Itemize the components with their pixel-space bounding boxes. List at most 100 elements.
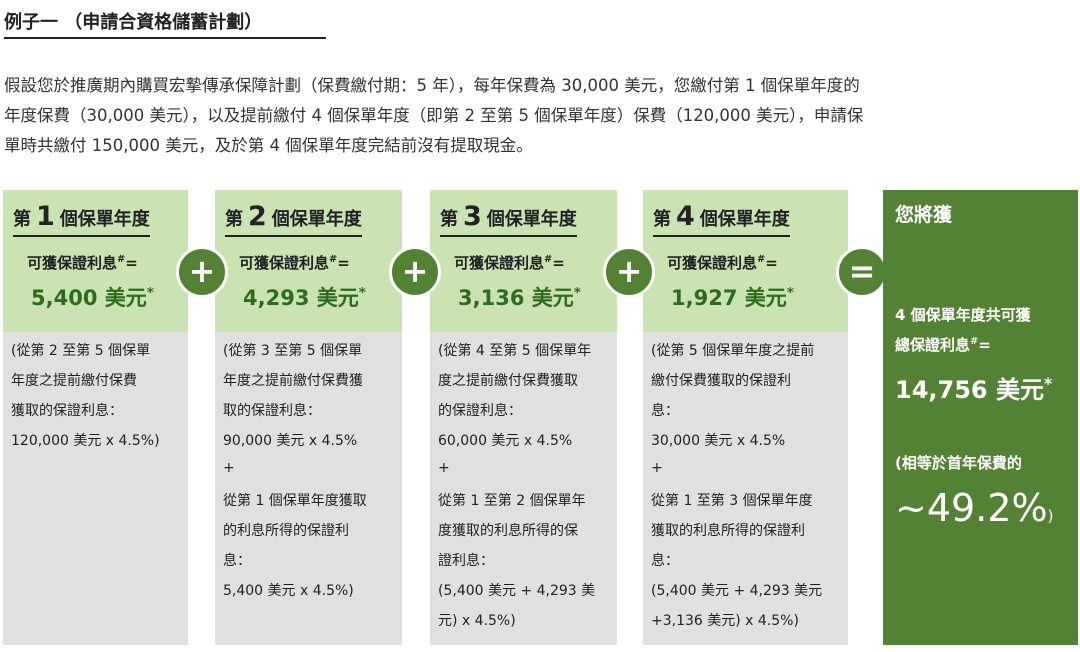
mark: # [757,254,766,265]
column-header: 第 2 個保單年度可獲保證利息#= 4,293 美元* [215,190,402,332]
detail-line: (從第 5 個保單年度之提前 [651,343,815,359]
detail-line: 息： [223,553,251,569]
mark: * [146,285,154,301]
amount: 1,927 美元* [671,282,794,312]
detail-line: 從第 1 個保單年度獲取 [223,493,367,509]
column-header: 第 1 個保單年度可獲保證利息#= 5,400 美元* [3,190,188,332]
result-percent: ~49.2%) [895,486,1053,530]
detail-line: 5,400 美元 x 4.5%) [223,583,354,599]
prefix: 第 [653,209,671,230]
mark: * [358,285,366,301]
mark: # [544,254,553,265]
detail-line: 度之提前繳付保費獲取 [438,373,578,389]
prefix: 第 [225,209,243,230]
year-number: 2 [248,201,267,232]
amount-value: 5,400 美元 [31,286,147,310]
column-header: 第 3 個保單年度可獲保證利息#= 3,136 美元* [430,190,617,332]
result-label: 總保證利息#= [895,334,991,355]
equals: = [765,254,778,272]
paragraph-line: 年度保費（30,000 美元），以及提前繳付 4 個保單年度（即第 2 至第 5… [4,106,864,125]
close: ) [1047,507,1054,525]
detail-line: 90,000 美元 x 4.5% [223,433,358,449]
operator: + [603,246,655,298]
detail-line: + [438,460,450,476]
year-column: 第 3 個保單年度可獲保證利息#= 3,136 美元* (從第 4 至第 5 個保單年度… [430,190,617,645]
percent: ~49.2% [895,486,1048,530]
interest-label: 可獲保證利息#= [454,252,565,273]
detail-line: 息： [651,553,679,569]
detail-line: (從第 3 至第 5 個保單 [223,343,363,359]
detail-line: 取的保證利息： [223,403,321,419]
title: 例子一 （申請合資格儲蓄計劃） [4,8,326,39]
detail-line: 從第 1 至第 3 個保單年度 [651,493,813,509]
amount: 3,136 美元* [458,282,581,312]
equals: = [552,254,565,272]
operator: + [176,246,228,298]
operator: = [836,246,888,298]
amount-value: 4,293 美元 [243,286,359,310]
detail-line: (從第 2 至第 5 個保單 [11,343,151,359]
interest-label: 可獲保證利息#= [27,252,138,273]
result-amount: 14,756 美元* [895,370,1052,405]
mark: * [786,285,794,301]
detail-line: +3,136 美元) x 4.5%) [651,613,799,629]
year-number: 3 [463,201,482,232]
detail-line: 年度之提前繳付保費獲 [223,373,363,389]
result-note: (相等於首年保費的 [895,454,1022,472]
year-number: 4 [676,201,695,232]
suffix: 個保單年度 [59,209,150,230]
year-label: 第 3 個保單年度 [440,202,577,237]
year-label: 第 1 個保單年度 [13,202,150,237]
label: 可獲保證利息 [239,254,330,272]
column-header: 第 4 個保單年度可獲保證利息#= 1,927 美元* [643,190,848,332]
year-column: 第 1 個保單年度可獲保證利息#= 5,400 美元* (從第 2 至第 5 個保單 年度… [3,190,188,645]
detail-line: (從第 4 至第 5 個保單年 [438,343,592,359]
equals: = [337,254,350,272]
year-column: 第 4 個保單年度 可獲保證利息#= 1,927 美元* (從第 5 個保單年度之提前 繳付… [643,190,848,645]
detail-line: (5,400 美元 + 4,293 美元 [651,583,823,599]
detail-line: 獲取的利息所得的保證利 [651,523,805,539]
detail-line: 獲取的保證利息： [11,403,123,419]
detail-line: 年度之提前繳付保費 [11,373,137,389]
prefix: 第 [440,209,458,230]
mark: # [970,336,979,347]
year-label: 第 4 個保單年度 [653,202,790,237]
operator: + [389,246,441,298]
result-heading: 您將獲 [895,204,953,226]
interest-label: 可獲保證利息#= [239,252,350,273]
amount: 4,293 美元* [243,282,366,312]
mark: * [573,285,581,301]
amount-value: 3,136 美元 [458,286,574,310]
detail-line: 120,000 美元 x 4.5%) [11,433,160,449]
prefix: 第 [13,209,31,230]
equals: = [978,336,991,354]
year-column: 第 2 個保單年度可獲保證利息#= 4,293 美元* (從第 3 至第 5 個保單 年度… [215,190,402,645]
suffix: 個保單年度 [271,209,362,230]
label: 總保證利息 [895,336,971,354]
amount-value: 1,927 美元 [671,286,787,310]
year-number: 1 [36,201,55,232]
year-label: 第 2 個保單年度 [225,202,362,237]
equals: = [125,254,138,272]
suffix: 個保單年度 [486,209,577,230]
detail-line: + [223,460,235,476]
amount: 14,756 美元 [895,376,1044,404]
detail-line: 證利息： [438,553,494,569]
result-box: 您將獲 4 個保單年度共可獲 總保證利息#= 14,756 美元* (相等於首年… [883,190,1078,645]
paragraph-line: 假設您於推廣期內購買宏摯傳承保障計劃（保費繳付期：5 年），每年保費為 30,0… [4,76,860,95]
detail-line: 元) x 4.5%) [438,613,516,629]
mark: * [1043,375,1053,393]
detail-line: 從第 1 至第 2 個保單年 [438,493,586,509]
label: 可獲保證利息 [27,254,118,272]
detail-line: 30,000 美元 x 4.5% [651,433,786,449]
detail-line: 60,000 美元 x 4.5% [438,433,573,449]
label: 可獲保證利息 [454,254,545,272]
result-line: 4 個保單年度共可獲 [895,306,1031,324]
label: 可獲保證利息 [667,254,758,272]
suffix: 個保單年度 [699,209,790,230]
detail-line: 的利息所得的保證利 [223,523,349,539]
interest-label: 可獲保證利息#= [667,252,778,273]
amount: 5,400 美元* [31,282,154,312]
detail-line: 的保證利息： [438,403,522,419]
